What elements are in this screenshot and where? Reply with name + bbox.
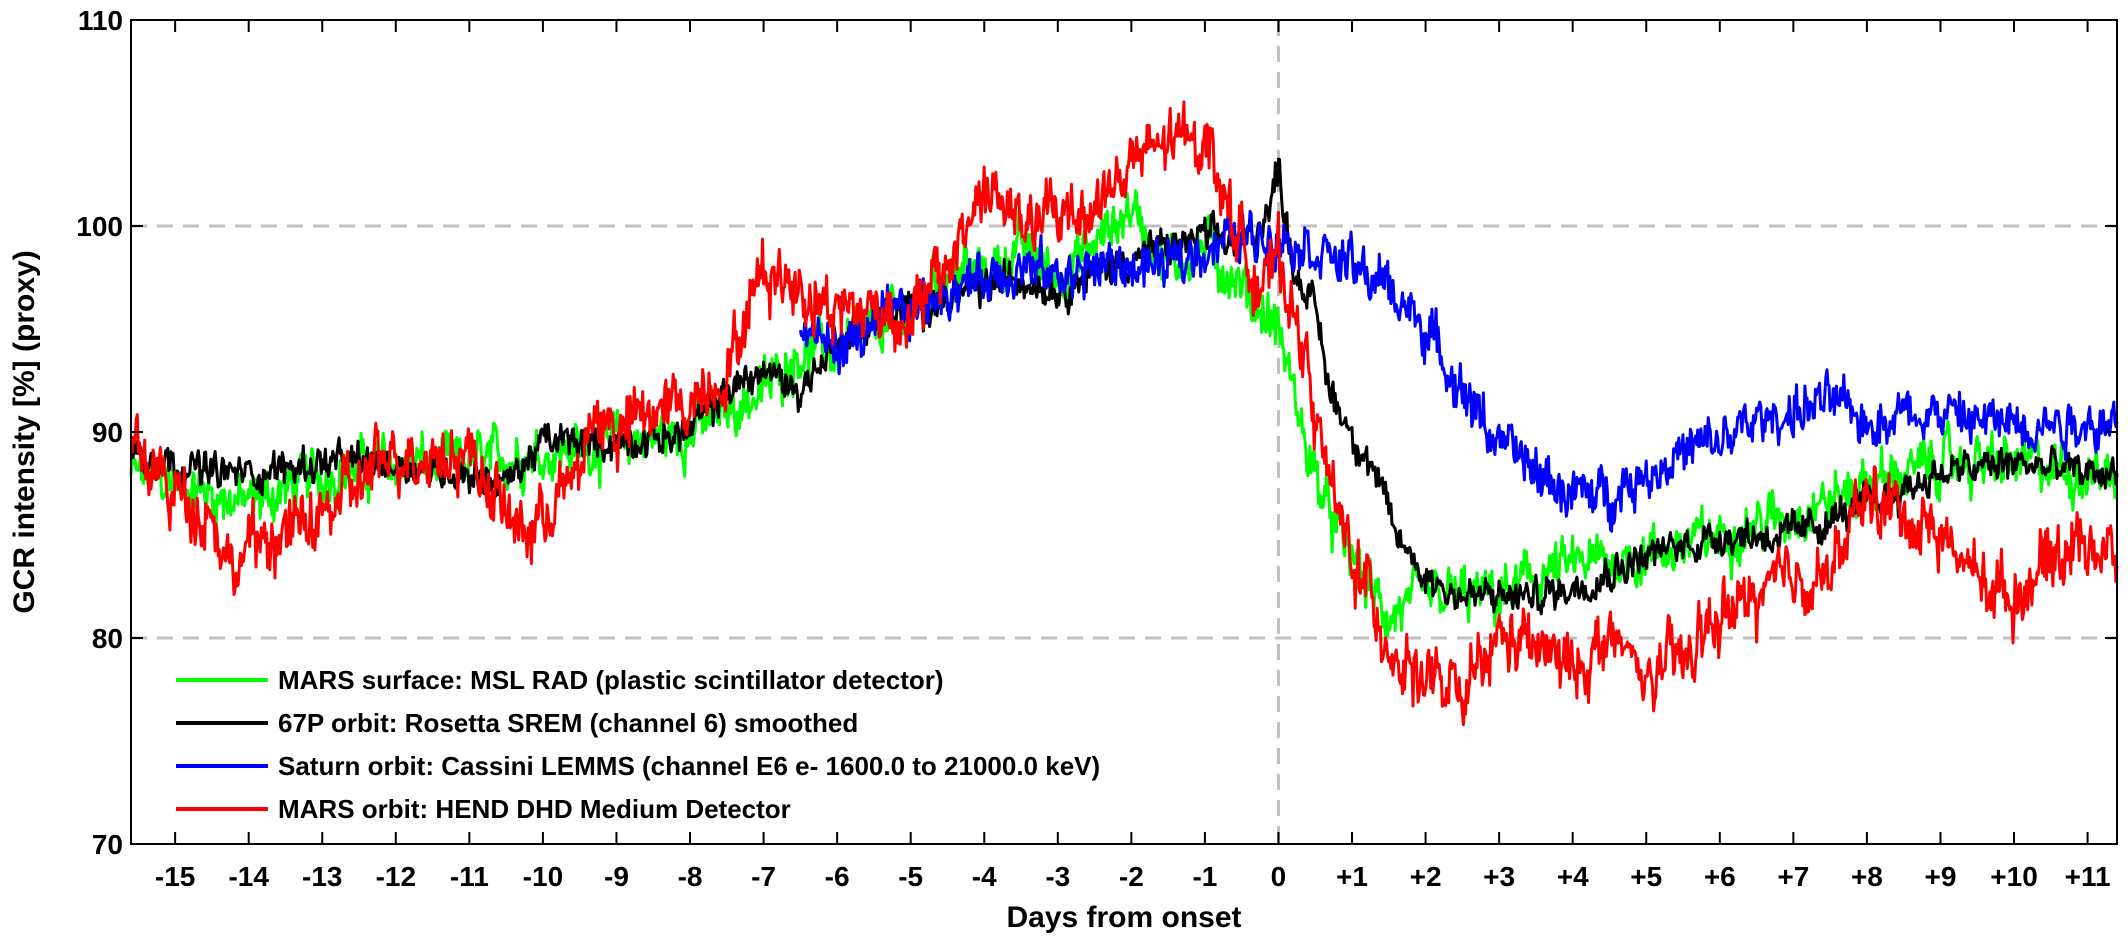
x-tick-label: -1	[1192, 861, 1217, 892]
x-tick-label: -3	[1045, 861, 1070, 892]
y-tick-label: 70	[92, 829, 123, 860]
series-group	[129, 100, 2119, 727]
x-tick-label: 0	[1271, 861, 1287, 892]
x-tick-label: +8	[1851, 861, 1883, 892]
y-axis-title: GCR intensity [%] (proxy)	[8, 250, 41, 613]
x-tick-label: +6	[1704, 861, 1736, 892]
legend-label: MARS orbit: HEND DHD Medium Detector	[278, 794, 791, 824]
x-tick-label: +7	[1777, 861, 1809, 892]
series-line	[798, 209, 2119, 533]
x-tick-label: -7	[751, 861, 776, 892]
legend: MARS surface: MSL RAD (plastic scintilla…	[176, 665, 1100, 824]
x-tick-label: +4	[1557, 861, 1589, 892]
legend-label: MARS surface: MSL RAD (plastic scintilla…	[278, 665, 944, 695]
legend-label: Saturn orbit: Cassini LEMMS (channel E6 …	[278, 751, 1100, 781]
x-tick-label: +1	[1336, 861, 1368, 892]
x-tick-label: +3	[1483, 861, 1515, 892]
x-tick-label: -4	[972, 861, 997, 892]
x-tick-label: -13	[302, 861, 342, 892]
x-tick-label: -14	[228, 861, 269, 892]
axis-ticks: -15 -14 -13 -12 -11 -10 -9 -8 -7 -6 -5 -4 -3 -2 -1 0 +1 +…	[76, 5, 2117, 892]
x-tick-label: +10	[1990, 861, 2038, 892]
y-tick-label: 80	[92, 623, 123, 654]
x-tick-label: -11	[450, 861, 489, 892]
x-tick-label: +11	[2065, 861, 2111, 892]
x-tick-label: +5	[1630, 861, 1662, 892]
y-tick-label: 110	[78, 5, 123, 36]
legend-label: 67P orbit: Rosetta SREM (channel 6) smoo…	[278, 708, 858, 738]
y-tick-label: 100	[76, 211, 123, 242]
series-line	[129, 100, 2119, 727]
x-tick-label: -12	[376, 861, 416, 892]
x-tick-label: +9	[1924, 861, 1956, 892]
x-tick-label: -5	[898, 861, 923, 892]
y-tick-label: 90	[92, 417, 123, 448]
x-tick-label: -6	[825, 861, 850, 892]
x-tick-label: -10	[523, 861, 563, 892]
x-tick-label: -2	[1119, 861, 1144, 892]
x-tick-label: +2	[1410, 861, 1442, 892]
x-tick-label: -9	[604, 861, 629, 892]
x-tick-label: -15	[155, 861, 195, 892]
x-axis-title: Days from onset	[1006, 901, 1241, 934]
x-tick-label: -8	[678, 861, 703, 892]
